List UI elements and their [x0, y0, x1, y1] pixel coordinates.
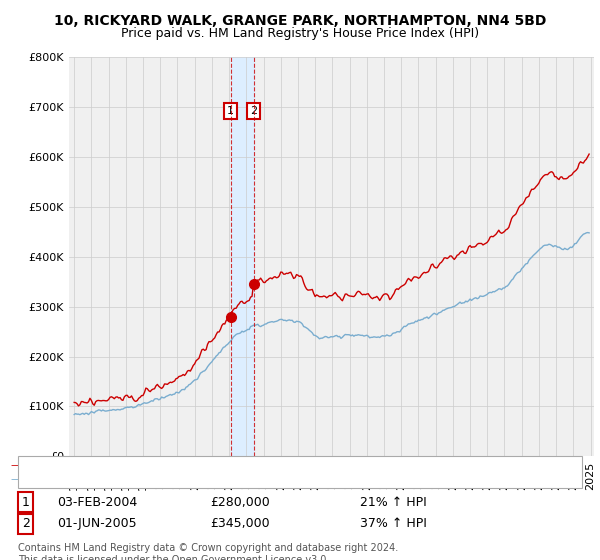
Text: 1: 1 — [22, 496, 30, 509]
Text: 2: 2 — [250, 106, 257, 116]
Text: HPI: Average price, detached house, West Northamptonshire: HPI: Average price, detached house, West… — [54, 474, 386, 484]
Text: £280,000: £280,000 — [210, 496, 270, 509]
Text: 37% ↑ HPI: 37% ↑ HPI — [360, 517, 427, 530]
Text: 2: 2 — [22, 517, 30, 530]
Text: 01-JUN-2005: 01-JUN-2005 — [57, 517, 137, 530]
Text: ————: ———— — [11, 474, 55, 484]
Text: 10, RICKYARD WALK, GRANGE PARK, NORTHAMPTON, NN4 5BD (detached house): 10, RICKYARD WALK, GRANGE PARK, NORTHAMP… — [54, 460, 497, 470]
Text: £345,000: £345,000 — [210, 517, 269, 530]
Text: 1: 1 — [227, 106, 234, 116]
Text: 10, RICKYARD WALK, GRANGE PARK, NORTHAMPTON, NN4 5BD: 10, RICKYARD WALK, GRANGE PARK, NORTHAMP… — [54, 14, 546, 28]
Text: 03-FEB-2004: 03-FEB-2004 — [57, 496, 137, 509]
Text: Contains HM Land Registry data © Crown copyright and database right 2024.
This d: Contains HM Land Registry data © Crown c… — [18, 543, 398, 560]
Text: ————: ———— — [11, 460, 55, 470]
Text: 21% ↑ HPI: 21% ↑ HPI — [360, 496, 427, 509]
Text: Price paid vs. HM Land Registry's House Price Index (HPI): Price paid vs. HM Land Registry's House … — [121, 27, 479, 40]
Bar — [230, 57, 254, 456]
